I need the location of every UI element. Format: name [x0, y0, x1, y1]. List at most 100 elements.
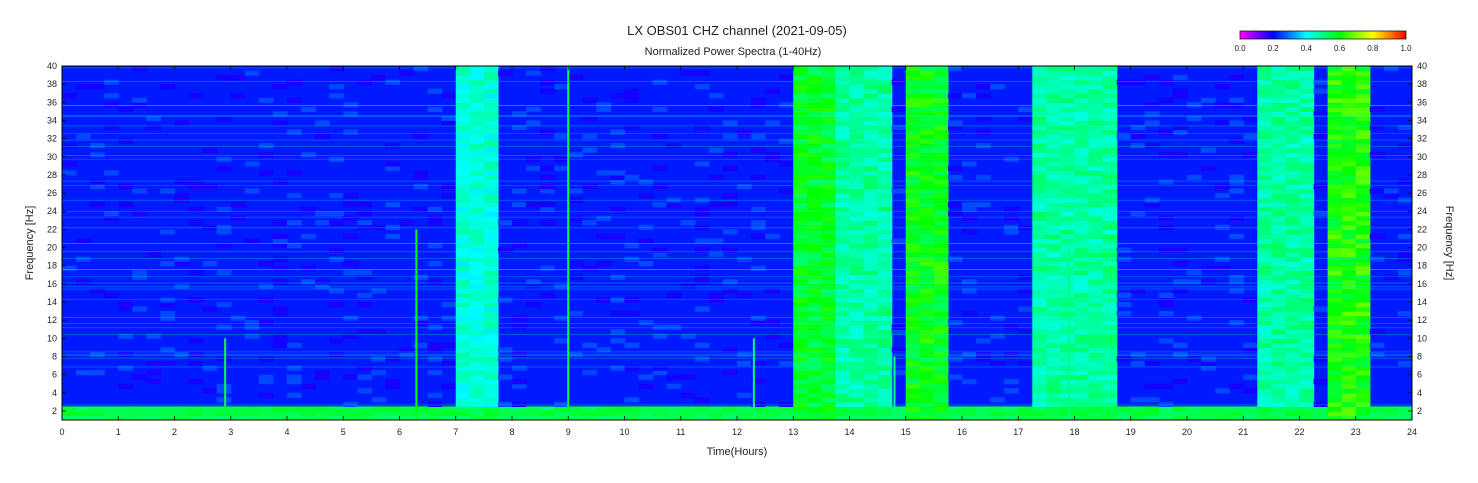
spectrogram-cell — [1032, 292, 1047, 299]
spectrogram-cell — [1285, 283, 1301, 289]
spectrogram-cell — [1032, 220, 1047, 226]
spectrogram-cell — [877, 88, 893, 94]
spectrogram-cell — [722, 370, 738, 376]
spectrogram-cell — [1383, 193, 1399, 199]
spectrogram-cell — [722, 202, 738, 208]
spectrogram-cell — [455, 165, 471, 171]
spectrogram-cell — [919, 306, 935, 312]
spectrogram-cell — [258, 320, 274, 326]
spectrogram-cell — [877, 106, 893, 112]
spectrogram-cell — [1383, 410, 1399, 417]
spectrogram-cell — [1285, 202, 1301, 208]
spectrogram-cell — [835, 247, 851, 253]
spectrogram-cell — [1299, 361, 1315, 367]
spectrogram-cell — [230, 202, 246, 208]
spectrogram-cell — [835, 206, 851, 212]
spectrogram-cell — [1102, 233, 1118, 240]
spectrogram-cell — [1074, 129, 1090, 135]
spectrogram-cell — [1285, 370, 1301, 376]
spectrogram-cell — [1355, 365, 1371, 371]
spectrogram-cell — [962, 229, 977, 235]
spectrogram-cell — [1032, 347, 1047, 353]
spectrogram-cell — [413, 134, 429, 140]
spectrogram-cell — [863, 311, 879, 317]
spectrogram-cell — [1074, 247, 1090, 253]
spectrogram-cell — [1046, 292, 1062, 299]
spectrogram-cell — [469, 156, 485, 162]
spectrogram-cell — [272, 243, 288, 249]
spectrogram-cell — [1355, 415, 1371, 420]
spectrogram-cell — [821, 84, 837, 90]
spectrogram-cell — [1355, 165, 1371, 171]
spectrogram-cell — [1046, 184, 1062, 190]
spectrogram-cell — [652, 247, 668, 253]
spectrogram-cell — [849, 188, 865, 194]
spectrogram-cell — [821, 111, 837, 117]
spectrogram-cell — [483, 138, 499, 144]
spectrogram-cell — [863, 283, 879, 289]
spectrogram-cell — [385, 233, 401, 240]
y-tick-label-left: 38 — [47, 79, 57, 89]
spectrogram-cell — [1102, 397, 1118, 403]
y-tick-label-left: 22 — [47, 224, 57, 234]
spectrogram-cell — [849, 274, 865, 280]
spectrogram-cell — [188, 406, 204, 412]
spectrogram-cell — [1032, 374, 1047, 380]
spectrogram-cell — [272, 342, 288, 348]
spectrogram-cell — [919, 115, 935, 122]
spectrogram-cell — [1271, 188, 1287, 194]
spectrogram-cell — [483, 229, 499, 235]
spectrogram-cell — [1018, 274, 1033, 280]
spectrogram-cell — [1074, 397, 1090, 403]
spectrogram-cell — [1299, 279, 1315, 285]
spectrogram-cell — [1130, 79, 1146, 85]
spectrogram-cell — [1074, 188, 1090, 194]
spectrogram-cell — [821, 152, 837, 158]
spectrogram-cell — [905, 342, 921, 348]
spectrogram-cell — [877, 406, 893, 412]
spectrogram-cell — [1285, 392, 1301, 398]
spectrogram-cell — [1201, 365, 1216, 371]
spectrogram-cell — [469, 238, 485, 244]
spectrogram-cell — [877, 115, 893, 122]
spectrogram-cell — [1088, 279, 1104, 285]
spectrogram-cell — [835, 102, 851, 108]
spectrogram-cell — [1060, 351, 1076, 358]
spectrogram-cell — [807, 311, 822, 317]
spectrogram-cell — [863, 297, 879, 303]
spectrogram-cell — [821, 252, 837, 258]
spectrogram-cell — [1341, 270, 1357, 276]
spectrogram-cell — [905, 165, 921, 171]
spectrogram-cell — [1327, 397, 1343, 403]
spectrogram-cell — [1285, 170, 1301, 176]
spectrogram-cell — [737, 184, 752, 190]
spectrogram-cell — [1257, 265, 1272, 271]
spectrogram-cell — [863, 270, 879, 276]
spectrogram-cell — [919, 292, 935, 299]
spectrogram-cell — [483, 247, 499, 253]
spectrogram-cell — [877, 66, 893, 72]
spectrogram-cell — [793, 193, 808, 199]
spectrogram-cell — [1299, 347, 1315, 353]
spectrogram-cell — [1074, 370, 1090, 376]
spectrogram-cell — [835, 338, 851, 344]
x-tick-label: 15 — [901, 427, 911, 437]
y-tick-label-right: 12 — [1417, 315, 1427, 325]
spectrogram-cell — [455, 102, 471, 108]
spectrogram-cell — [568, 152, 583, 158]
spectrogram-cell — [385, 379, 401, 385]
spectrogram-cell — [933, 406, 949, 412]
spectrogram-cell — [877, 79, 893, 85]
spectrogram-cell — [835, 261, 851, 267]
spectrogram-cell — [849, 288, 865, 294]
spectrogram-cell — [104, 102, 119, 108]
spectrogram-cell — [469, 306, 485, 312]
spectrogram-cell — [1215, 120, 1230, 126]
spectrogram-cell — [807, 329, 822, 335]
spectrogram-cell — [1257, 320, 1272, 326]
spectrogram-cell — [933, 202, 949, 208]
spectrogram-cell — [807, 206, 822, 212]
spectrogram-cell — [287, 392, 302, 398]
spectrogram-cell — [483, 93, 499, 99]
spectrogram-cell — [1355, 193, 1371, 199]
